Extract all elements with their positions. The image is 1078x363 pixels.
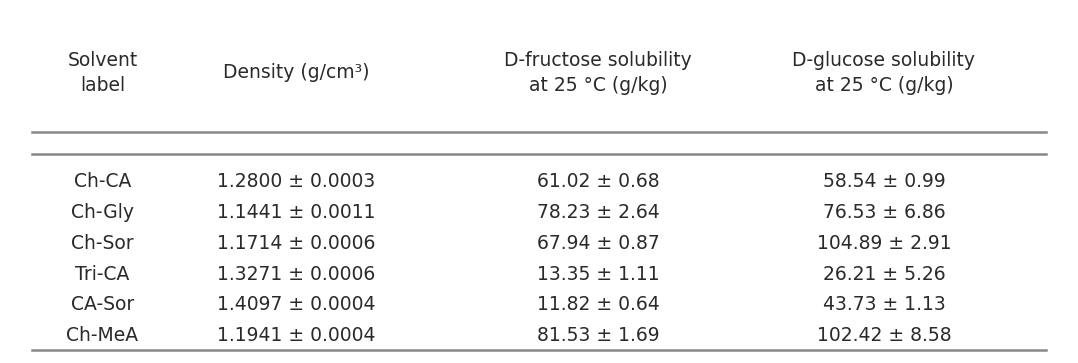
Text: Ch-Gly: Ch-Gly bbox=[71, 203, 134, 222]
Text: Density (g/cm³): Density (g/cm³) bbox=[223, 63, 370, 82]
Text: D-glucose solubility
at 25 °C (g/kg): D-glucose solubility at 25 °C (g/kg) bbox=[792, 50, 976, 95]
Text: 76.53 ± 6.86: 76.53 ± 6.86 bbox=[823, 203, 945, 222]
Text: 61.02 ± 0.68: 61.02 ± 0.68 bbox=[537, 172, 660, 191]
Text: D-fructose solubility
at 25 °C (g/kg): D-fructose solubility at 25 °C (g/kg) bbox=[505, 50, 692, 95]
Text: 1.2800 ± 0.0003: 1.2800 ± 0.0003 bbox=[218, 172, 375, 191]
Text: CA-Sor: CA-Sor bbox=[71, 295, 134, 314]
Text: 58.54 ± 0.99: 58.54 ± 0.99 bbox=[823, 172, 945, 191]
Text: Ch-Sor: Ch-Sor bbox=[71, 234, 134, 253]
Text: 1.3271 ± 0.0006: 1.3271 ± 0.0006 bbox=[218, 265, 375, 284]
Text: 102.42 ± 8.58: 102.42 ± 8.58 bbox=[817, 326, 951, 345]
Text: Ch-MeA: Ch-MeA bbox=[67, 326, 138, 345]
Text: 104.89 ± 2.91: 104.89 ± 2.91 bbox=[817, 234, 951, 253]
Text: 78.23 ± 2.64: 78.23 ± 2.64 bbox=[537, 203, 660, 222]
Text: 1.1714 ± 0.0006: 1.1714 ± 0.0006 bbox=[218, 234, 375, 253]
Text: 43.73 ± 1.13: 43.73 ± 1.13 bbox=[823, 295, 945, 314]
Text: 1.1441 ± 0.0011: 1.1441 ± 0.0011 bbox=[217, 203, 376, 222]
Text: 11.82 ± 0.64: 11.82 ± 0.64 bbox=[537, 295, 660, 314]
Text: Tri-CA: Tri-CA bbox=[75, 265, 129, 284]
Text: 67.94 ± 0.87: 67.94 ± 0.87 bbox=[537, 234, 660, 253]
Text: 26.21 ± 5.26: 26.21 ± 5.26 bbox=[823, 265, 945, 284]
Text: 13.35 ± 1.11: 13.35 ± 1.11 bbox=[537, 265, 660, 284]
Text: Ch-CA: Ch-CA bbox=[73, 172, 132, 191]
Text: 1.1941 ± 0.0004: 1.1941 ± 0.0004 bbox=[217, 326, 376, 345]
Text: 1.4097 ± 0.0004: 1.4097 ± 0.0004 bbox=[217, 295, 376, 314]
Text: 81.53 ± 1.69: 81.53 ± 1.69 bbox=[537, 326, 660, 345]
Text: Solvent
label: Solvent label bbox=[67, 50, 138, 95]
